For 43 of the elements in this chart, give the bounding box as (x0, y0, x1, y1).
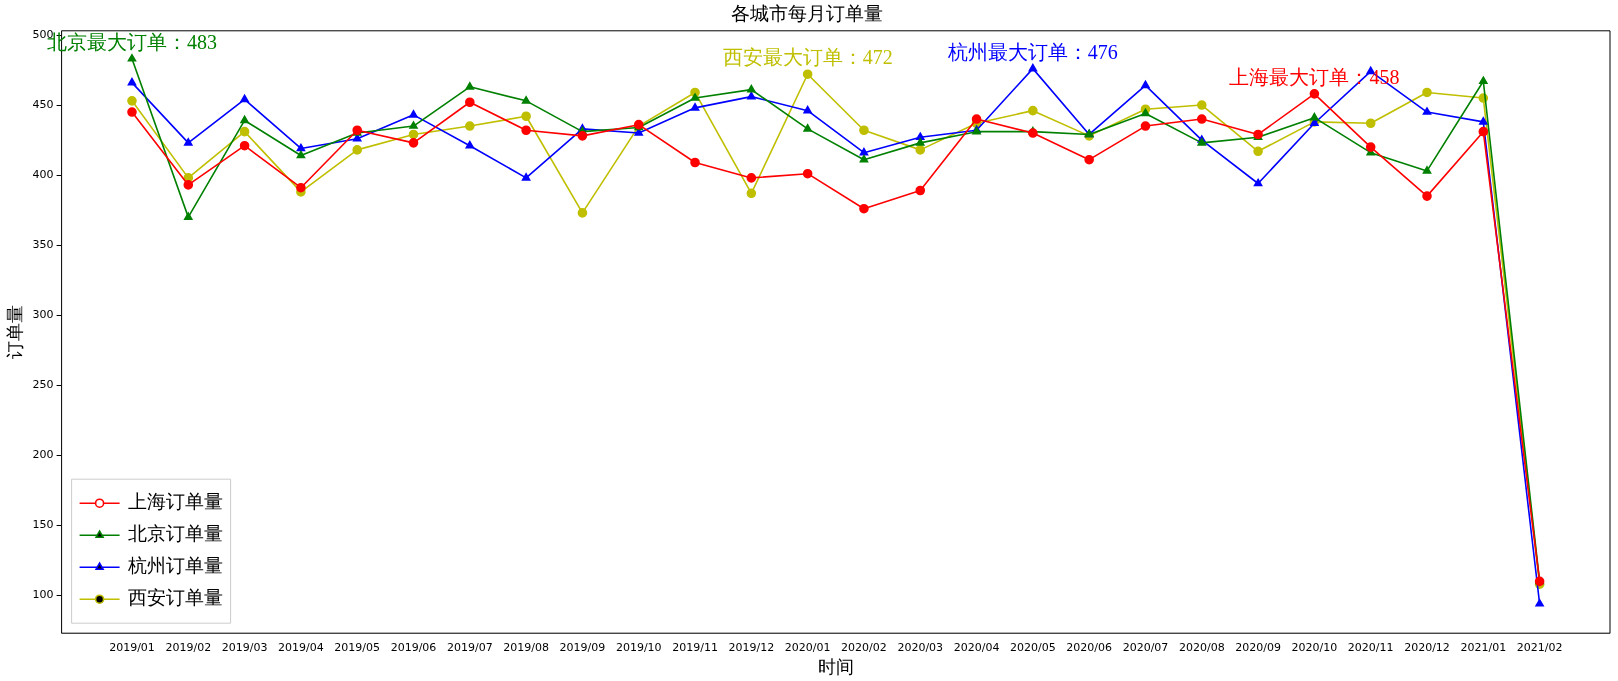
x-tick-label: 2020/05 (1010, 640, 1056, 654)
x-tick-label: 2020/10 (1291, 640, 1338, 654)
x-tick-label: 2021/01 (1460, 640, 1507, 654)
legend-label: 西安订单量 (127, 586, 223, 609)
x-tick-label: 2019/03 (221, 640, 268, 654)
y-tick-label: 300 (32, 308, 54, 322)
x-tick-label: 2019/04 (278, 640, 324, 654)
x-tick-label: 2020/09 (1235, 640, 1281, 654)
x-tick-label: 2020/01 (784, 640, 831, 654)
x-axis-title: 时间 (817, 655, 854, 677)
x-tick-label: 2019/10 (615, 640, 662, 654)
y-tick-label: 400 (32, 167, 54, 181)
x-tick-label: 2019/02 (165, 640, 212, 654)
annotation: 杭州最大订单：476 (946, 40, 1118, 63)
x-tick-label: 2019/12 (728, 640, 775, 654)
y-tick-label: 200 (32, 448, 54, 462)
x-tick-label: 2020/03 (897, 640, 944, 654)
x-tick-label: 2019/01 (109, 640, 155, 654)
x-tick-label: 2020/12 (1404, 640, 1450, 654)
legend-label: 杭州订单量 (126, 554, 223, 577)
x-tick-label: 2020/02 (841, 640, 887, 654)
y-tick-label: 150 (32, 518, 54, 532)
x-tick-label: 2019/09 (559, 640, 606, 654)
x-tick-label: 2019/05 (334, 640, 381, 654)
x-tick-label: 2020/07 (1122, 640, 1169, 654)
y-tick-label: 450 (32, 97, 54, 111)
y-axis-title: 订单量 (4, 305, 26, 359)
x-tick-label: 2020/06 (1066, 640, 1113, 654)
legend-label: 上海订单量 (127, 490, 223, 513)
annotation: 西安最大订单：472 (722, 46, 893, 69)
legend-label: 北京订单量 (127, 522, 223, 545)
x-tick-label: 2019/07 (446, 640, 493, 654)
x-tick-label: 2020/08 (1178, 640, 1225, 654)
y-tick-label: 100 (32, 588, 54, 602)
x-tick-label: 2021/02 (1516, 640, 1563, 654)
y-tick-label: 250 (32, 378, 54, 392)
x-tick-label: 2019/11 (672, 640, 718, 654)
x-tick-label: 2020/11 (1347, 640, 1394, 654)
x-tick-label: 2019/06 (390, 640, 437, 654)
chart-title: 各城市每月订单量 (731, 2, 883, 25)
x-tick-label: 2020/04 (953, 640, 1000, 654)
x-tick-label: 2019/08 (503, 640, 549, 654)
y-tick-label: 350 (32, 238, 54, 251)
